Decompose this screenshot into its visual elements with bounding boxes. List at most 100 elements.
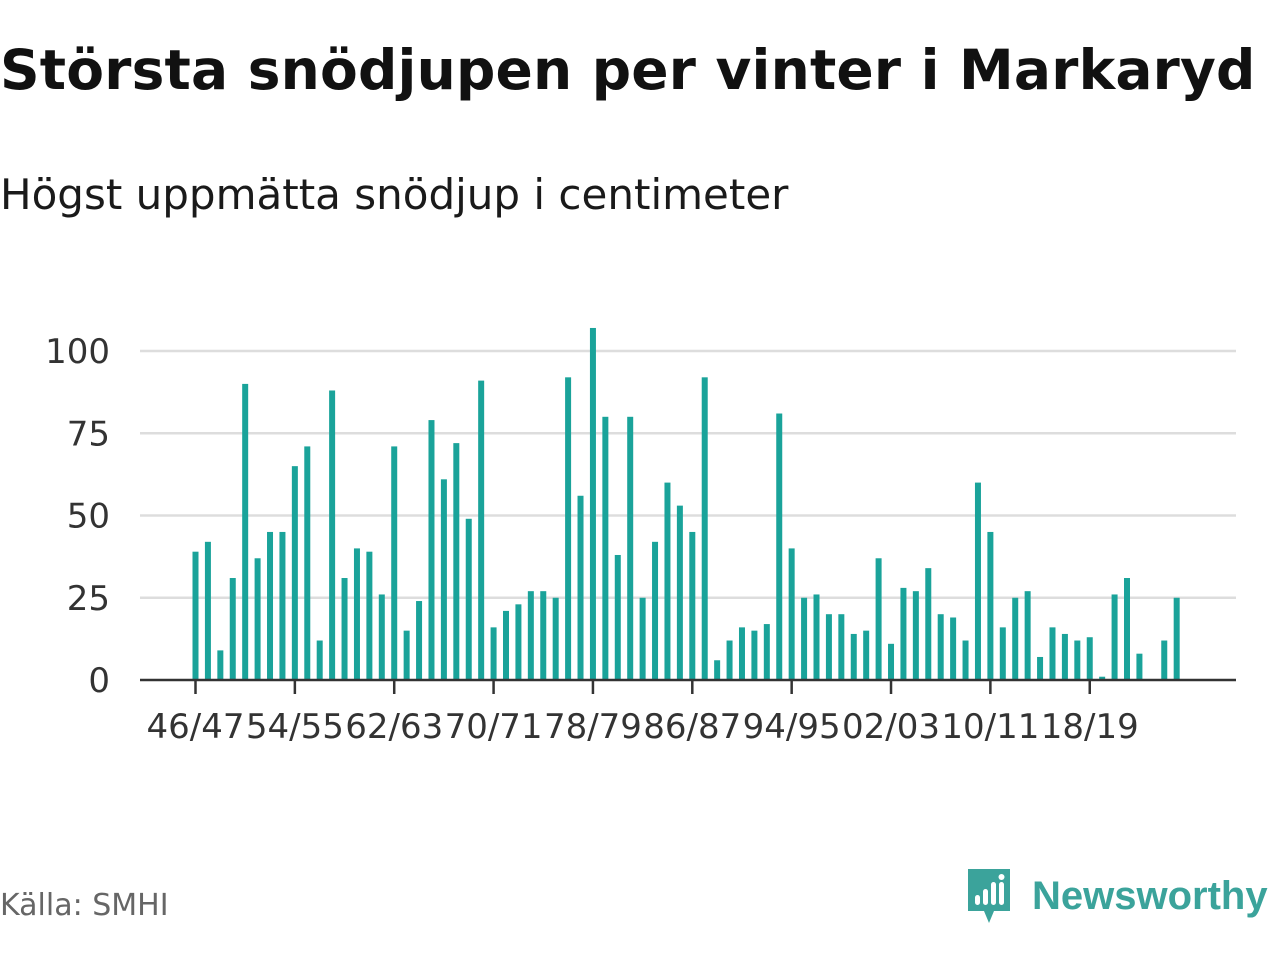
- bar-51/52: [254, 558, 261, 680]
- x-tick-label: 10/11: [941, 707, 1039, 747]
- bar-49/50: [229, 578, 236, 680]
- bar-14/15: [1037, 656, 1044, 680]
- x-tick-label: 78/79: [544, 707, 642, 747]
- bar-52/53: [267, 531, 274, 680]
- bar-67/68: [453, 443, 460, 680]
- y-tick-label: 100: [45, 332, 110, 372]
- bar-06/07: [937, 614, 944, 680]
- bar-12/13: [1012, 597, 1019, 680]
- bar-59/60: [353, 548, 360, 680]
- bar-58/59: [341, 578, 348, 680]
- bar-15/16: [1049, 627, 1056, 680]
- x-tick-label: 54/55: [246, 707, 344, 747]
- bar-90/91: [738, 627, 745, 680]
- bar-63/64: [403, 630, 410, 680]
- bar-05/06: [925, 568, 932, 680]
- bar-47/48: [204, 541, 211, 680]
- bar-82/83: [639, 597, 646, 680]
- bar-92/93: [763, 624, 770, 680]
- bar-64/65: [416, 601, 423, 680]
- x-tick-label: 62/63: [345, 707, 443, 747]
- bar-80/81: [614, 554, 621, 680]
- bar-09/10: [974, 482, 981, 680]
- bar-71/72: [503, 610, 509, 680]
- y-axis-ticks: 0 25 50 75 100: [45, 332, 110, 701]
- x-tick-label: 46/47: [147, 707, 245, 747]
- bar-70/71: [490, 627, 497, 680]
- bar-85/86: [676, 505, 683, 680]
- x-tick-label: 86/87: [643, 707, 741, 747]
- bar-66/67: [440, 479, 447, 680]
- bar-91/92: [751, 630, 758, 680]
- bar-81/82: [627, 416, 634, 680]
- x-tick-label: 70/71: [445, 707, 543, 747]
- bar-89/90: [726, 640, 733, 680]
- x-tick-label: 94/95: [743, 707, 841, 747]
- bar-74/75: [540, 591, 547, 680]
- bar-16/17: [1061, 633, 1068, 680]
- bar-56/57: [316, 640, 323, 680]
- bar-79/80: [602, 416, 609, 680]
- bar-68/69: [465, 518, 472, 680]
- bar-18/19: [1086, 637, 1093, 680]
- bar-78/79: [589, 327, 596, 680]
- bar-02/03: [888, 643, 895, 680]
- bar-21/22: [1124, 578, 1130, 680]
- bar-24/25: [1161, 640, 1168, 680]
- bars: [192, 327, 1180, 680]
- bar-76/77: [565, 377, 572, 680]
- bar-73/74: [527, 591, 534, 680]
- bar-88/89: [714, 660, 721, 680]
- bar-93/94: [776, 413, 783, 680]
- bar-11/12: [999, 627, 1006, 680]
- y-tick-label: 0: [88, 661, 110, 701]
- source-note: Källa: SMHI: [0, 888, 169, 923]
- chart-subtitle: Högst uppmätta snödjup i centimeter: [0, 170, 789, 219]
- bar-95/96: [801, 597, 808, 680]
- bar-25/26: [1173, 597, 1180, 680]
- bar-08/09: [962, 640, 969, 680]
- bar-72/73: [515, 604, 522, 680]
- bar-04/05: [912, 591, 919, 680]
- brand-logo: Newsworthy: [964, 864, 1268, 928]
- bar-97/98: [825, 614, 832, 680]
- grid-lines: [140, 349, 1236, 599]
- bar-50/51: [242, 383, 249, 680]
- bar-01/02: [875, 558, 882, 680]
- bar-57/58: [329, 390, 336, 680]
- y-tick-label: 50: [67, 497, 110, 537]
- bar-20/21: [1111, 594, 1118, 680]
- bar-22/23: [1136, 653, 1143, 680]
- bar-86/87: [689, 531, 696, 680]
- bar-03/04: [900, 587, 907, 680]
- bar-19/20: [1099, 676, 1106, 680]
- bar-98/99: [838, 614, 845, 680]
- bar-61/62: [378, 594, 385, 680]
- bar-94/95: [788, 548, 795, 680]
- x-axis-ticks: 46/47 54/55 62/63 70/71 78/79 86/87 94/95 02/03…: [147, 680, 1139, 747]
- bar-96/97: [813, 594, 820, 680]
- bar-55/56: [304, 446, 311, 680]
- bar-99/00: [850, 633, 857, 680]
- bar-17/18: [1074, 640, 1081, 680]
- bar-84/85: [664, 482, 671, 680]
- bar-69/70: [478, 380, 485, 680]
- x-tick-label: 18/19: [1041, 707, 1139, 747]
- bar-60/61: [366, 551, 373, 680]
- bar-83/84: [652, 541, 659, 680]
- y-tick-label: 75: [67, 414, 110, 454]
- bar-54/55: [291, 466, 298, 680]
- bar-87/88: [701, 377, 708, 680]
- bar-00/01: [863, 630, 870, 680]
- bar-10/11: [987, 531, 994, 680]
- chart-title: Största snödjupen per vinter i Markaryd: [0, 38, 1256, 102]
- bar-48/49: [217, 650, 224, 680]
- bar-46/47: [192, 551, 199, 680]
- bar-13/14: [1024, 591, 1031, 680]
- bar-75/76: [552, 597, 559, 680]
- y-tick-label: 25: [67, 579, 110, 619]
- bar-77/78: [577, 495, 584, 680]
- brand-name: Newsworthy: [1032, 873, 1268, 918]
- bar-65/66: [428, 420, 435, 680]
